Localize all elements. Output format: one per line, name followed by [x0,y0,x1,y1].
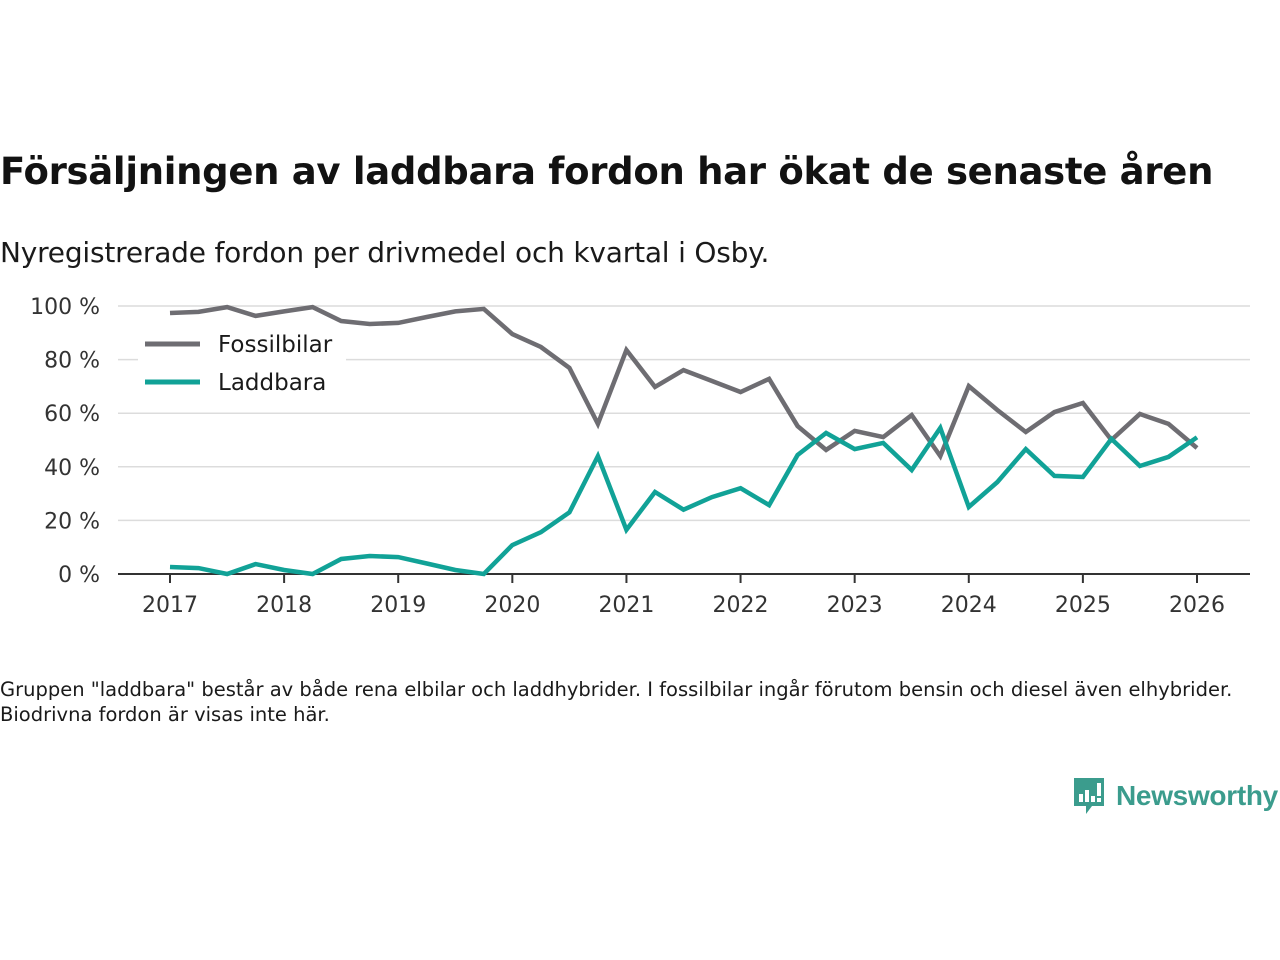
x-tick-label: 2022 [713,593,769,618]
x-axis: 2017 2018 2019 2020 2021 2022 2023 2024 2025 2026 [118,573,1250,618]
y-tick-label: 0 % [58,563,100,588]
y-tick-label: 60 % [44,402,100,427]
x-tick-label: 2018 [256,593,312,618]
x-tick-label: 2019 [370,593,426,618]
line-chart: 0 % 20 % 40 % 60 % 80 % 100 % 2017 2018 2019 202… [30,295,1250,618]
chart-title: Försäljningen av laddbara fordon har öka… [0,150,1214,193]
brand-name: Newsworthy [1116,780,1278,811]
y-tick-label: 20 % [44,509,100,534]
legend: Fossilbilar Laddbara [138,326,346,400]
y-tick-label: 40 % [44,456,100,481]
series-lines [169,304,1199,577]
x-tick-label: 2020 [484,593,540,618]
series-line-fossilbilar [169,304,1199,461]
x-tick-label: 2025 [1055,593,1111,618]
x-tick-label: 2026 [1169,593,1225,618]
x-tick-label: 2017 [142,593,198,618]
newsworthy-logo-icon [1074,778,1104,814]
x-tick-label: 2023 [827,593,883,618]
legend-background [138,326,346,400]
y-tick-label: 80 % [44,349,100,374]
x-tick-label: 2024 [941,593,997,618]
footnote: Gruppen "laddbara" består av både rena e… [0,678,1233,726]
chart-subtitle: Nyregistrerade fordon per drivmedel och … [0,236,770,269]
legend-label-fossilbilar: Fossilbilar [218,332,333,358]
brand-logo: Newsworthy [1072,776,1278,816]
legend-label-laddbara: Laddbara [218,370,326,396]
x-tick-label: 2021 [598,593,654,618]
y-axis: 0 % 20 % 40 % 60 % 80 % 100 % [30,295,100,588]
series-line-laddbara [169,422,1199,577]
y-tick-label: 100 % [30,295,100,320]
